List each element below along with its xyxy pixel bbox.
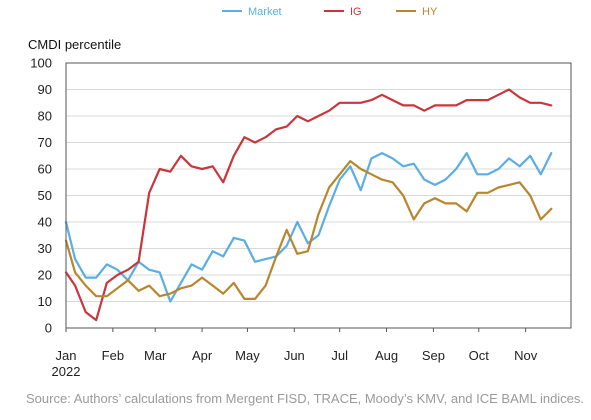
x-tick-label: Jul: [331, 348, 348, 363]
x-year-label: 2022: [52, 364, 81, 379]
legend-label: IG: [350, 6, 362, 18]
x-tick-label: Jun: [284, 348, 305, 363]
y-tick-label: 40: [38, 215, 52, 230]
y-tick-label: 10: [38, 294, 52, 309]
y-tick-label: 100: [30, 56, 52, 71]
x-tick-label: Nov: [514, 348, 538, 363]
series-line-ig: [64, 88, 553, 322]
x-tick-label: Feb: [102, 348, 124, 363]
legend-label: HY: [422, 6, 438, 18]
legend: Market IG HY: [222, 6, 438, 18]
x-tick-label: May: [235, 348, 260, 363]
y-tick-label: 80: [38, 109, 52, 124]
y-tick-label: 50: [38, 188, 52, 203]
y-tick-label: 20: [38, 268, 52, 283]
plot-frame: [65, 62, 572, 329]
y-axis-label: CMDI percentile: [28, 37, 121, 52]
y-tick-label: 90: [38, 82, 52, 97]
x-tick-label: Jan: [56, 348, 77, 363]
x-tick-label: Sep: [422, 348, 445, 363]
y-tick-label: 70: [38, 135, 52, 150]
y-axis: 0 10 20 30 40 50 60 70 80 90 100: [30, 56, 52, 336]
x-tick-label: Apr: [192, 348, 213, 363]
series-line-market: [64, 152, 553, 303]
series-layer: [64, 88, 553, 322]
x-tick-label: Mar: [144, 348, 167, 363]
y-tick-label: 60: [38, 162, 52, 177]
x-tick-label: Aug: [375, 348, 398, 363]
source-note: Source: Authors’ calculations from Merge…: [26, 391, 585, 406]
y-tick-label: 30: [38, 241, 52, 256]
legend-label: Market: [248, 6, 282, 18]
gridlines: [66, 89, 571, 302]
series-line-hy: [64, 160, 553, 300]
x-tick-label: Oct: [469, 348, 490, 363]
x-axis: Jan Feb Mar Apr May Jun Jul Aug Sep Oct Nov 2022: [52, 328, 538, 379]
y-tick-label: 0: [45, 321, 52, 336]
